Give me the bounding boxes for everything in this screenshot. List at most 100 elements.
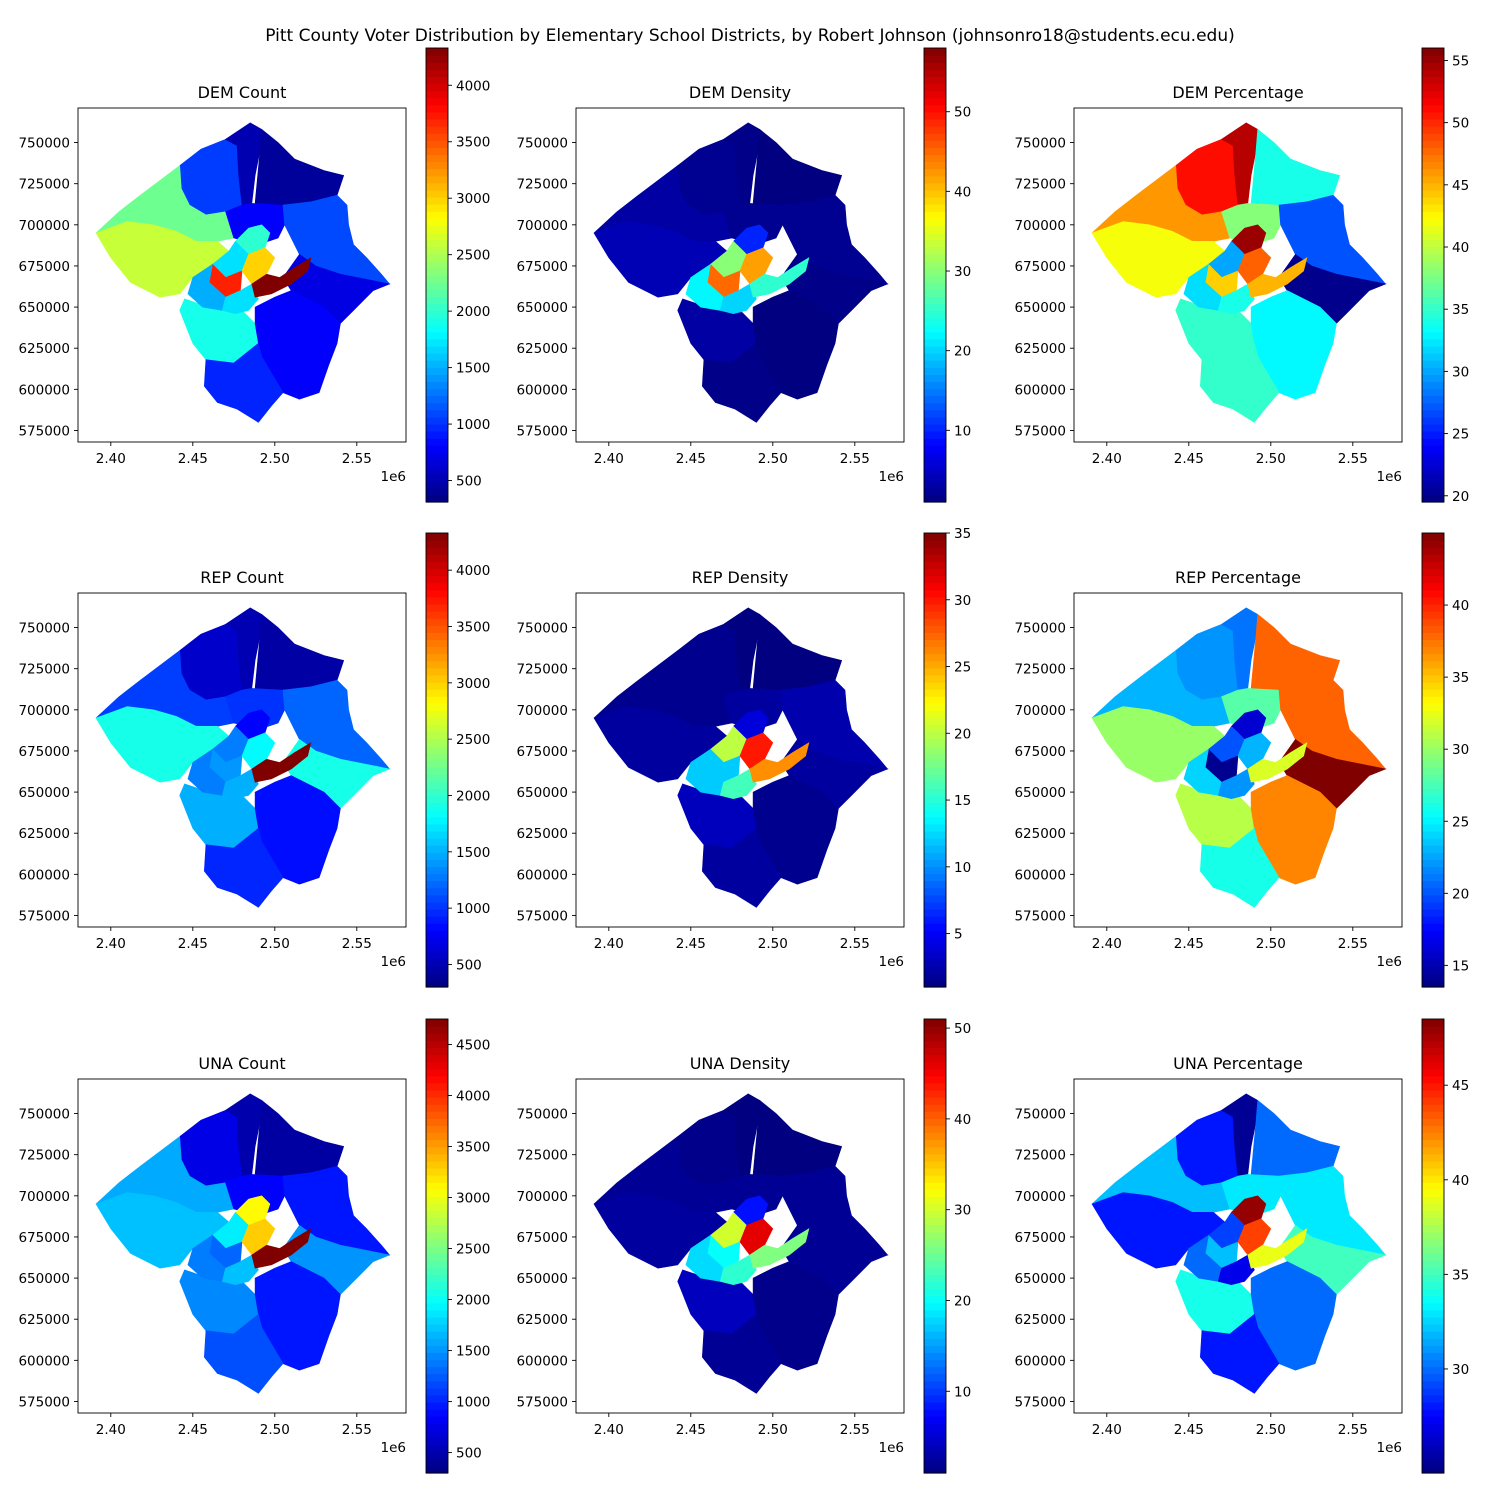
district-region bbox=[203, 827, 284, 908]
colorbar-tick-label: 3500 bbox=[456, 1140, 490, 1156]
y-tick-label: 750000 bbox=[18, 136, 70, 152]
colorbar-swatch bbox=[1422, 674, 1444, 683]
colorbar-swatch bbox=[924, 589, 946, 598]
x-tick-label: 2.45 bbox=[178, 451, 208, 467]
colorbar-swatch bbox=[426, 575, 448, 584]
colorbar-swatch bbox=[1422, 133, 1444, 141]
district-region bbox=[780, 253, 889, 324]
colorbar-swatch bbox=[1422, 452, 1444, 461]
colorbar-swatch bbox=[1422, 1033, 1444, 1041]
panel-title: UNA Count bbox=[198, 1054, 285, 1073]
colorbar-swatch bbox=[1422, 930, 1444, 938]
colorbar-swatch bbox=[426, 1217, 448, 1226]
colorbar-swatch bbox=[426, 1054, 448, 1063]
colorbar-swatch bbox=[426, 416, 448, 425]
axes-frame bbox=[575, 107, 905, 443]
colorbar-swatch bbox=[426, 1210, 448, 1219]
axes-frame bbox=[575, 1078, 905, 1414]
y-tick-label: 650000 bbox=[516, 785, 568, 801]
colorbar-swatch bbox=[1422, 1068, 1444, 1077]
y-tick-label: 650000 bbox=[1014, 1271, 1066, 1287]
colorbar-swatch bbox=[426, 445, 448, 453]
colorbar-swatch bbox=[426, 1082, 448, 1091]
colorbar-swatch bbox=[924, 596, 946, 605]
colorbar-swatch bbox=[1422, 282, 1444, 290]
colorbar-swatch bbox=[1422, 345, 1444, 354]
colorbar-tick-label: 3000 bbox=[456, 1191, 490, 1207]
colorbar-swatch bbox=[1422, 1061, 1444, 1070]
y-tick-label: 650000 bbox=[1014, 300, 1066, 316]
colorbar-tick-label: 3000 bbox=[456, 191, 490, 207]
colorbar-swatch bbox=[426, 816, 448, 825]
colorbar-swatch bbox=[1422, 1451, 1444, 1460]
x-tick-label: 2.45 bbox=[676, 1422, 706, 1438]
colorbar-swatch bbox=[924, 1253, 946, 1261]
colorbar-swatch bbox=[1422, 1224, 1444, 1233]
colorbar-swatch bbox=[924, 1089, 946, 1098]
colorbar-swatch bbox=[426, 681, 448, 690]
colorbar-swatch bbox=[426, 1352, 448, 1361]
y-tick-label: 575000 bbox=[1014, 423, 1066, 439]
colorbar-swatch bbox=[924, 1288, 946, 1297]
x-tick-label: 2.55 bbox=[840, 1422, 870, 1438]
colorbar-swatch bbox=[924, 473, 946, 482]
x-tick-label: 2.50 bbox=[260, 936, 290, 952]
colorbar-tick-label: 2000 bbox=[456, 304, 490, 320]
colorbar-swatch bbox=[1422, 760, 1444, 768]
y-tick-label: 625000 bbox=[1014, 1312, 1066, 1328]
colorbar-swatch bbox=[426, 1153, 448, 1162]
colorbar-swatch bbox=[924, 487, 946, 496]
district-region bbox=[752, 128, 843, 206]
colorbar-swatch bbox=[426, 275, 448, 283]
colorbar-swatch bbox=[426, 374, 448, 382]
colorbar-swatch bbox=[426, 944, 448, 953]
colorbar-swatch bbox=[426, 852, 448, 860]
colorbar-swatch bbox=[1422, 639, 1444, 648]
colorbar-swatch bbox=[426, 296, 448, 304]
colorbar-swatch bbox=[426, 338, 448, 347]
colorbar-swatch bbox=[924, 1394, 946, 1403]
colorbar-swatch bbox=[924, 873, 946, 882]
colorbar-swatch bbox=[924, 830, 946, 839]
colorbar-swatch bbox=[426, 646, 448, 655]
y-tick-label: 575000 bbox=[18, 423, 70, 439]
colorbar-swatch bbox=[1422, 1040, 1444, 1048]
map-panel: DEM Percentage 575000 600000 625000 650000 67… bbox=[1014, 47, 1469, 505]
colorbar-swatch bbox=[426, 1175, 448, 1183]
colorbar-tick-label: 30 bbox=[1452, 364, 1469, 380]
colorbar-swatch bbox=[426, 62, 448, 70]
colorbar-swatch bbox=[924, 409, 946, 418]
y-tick-label: 675000 bbox=[1014, 744, 1066, 760]
x-tick-label: 2.40 bbox=[1092, 1422, 1122, 1438]
colorbar-swatch bbox=[1422, 1359, 1444, 1368]
colorbar-swatch bbox=[426, 859, 448, 867]
colorbar-swatch bbox=[924, 1380, 946, 1389]
colorbar-swatch bbox=[426, 1061, 448, 1070]
colorbar-swatch bbox=[924, 1160, 946, 1169]
colorbar-swatch bbox=[1422, 1153, 1444, 1162]
colorbar-swatch bbox=[1422, 374, 1444, 382]
y-tick-label: 750000 bbox=[18, 621, 70, 637]
colorbar-swatch bbox=[1422, 154, 1444, 163]
colorbar-frame bbox=[1421, 532, 1445, 988]
colorbar-swatch bbox=[1422, 1465, 1444, 1474]
colorbar-swatch bbox=[426, 724, 448, 733]
colorbar-swatch bbox=[426, 1104, 448, 1112]
x-tick-label: 2.45 bbox=[676, 936, 706, 952]
colorbar-swatch bbox=[426, 554, 448, 562]
colorbar-swatch bbox=[924, 1409, 946, 1417]
colorbar-tick-label: 30 bbox=[954, 593, 971, 609]
colorbar-swatch bbox=[1422, 1047, 1444, 1056]
colorbar-swatch bbox=[426, 1033, 448, 1041]
colorbar-swatch bbox=[1422, 1380, 1444, 1389]
colorbar-swatch bbox=[426, 1380, 448, 1389]
colorbar-swatch bbox=[1422, 1345, 1444, 1353]
colorbar-swatch bbox=[1422, 402, 1444, 411]
district-region bbox=[1199, 827, 1280, 908]
colorbar-swatch bbox=[1422, 48, 1444, 56]
colorbar-swatch bbox=[1422, 1125, 1444, 1134]
colorbar-swatch bbox=[924, 1246, 946, 1254]
colorbar-swatch bbox=[924, 317, 946, 326]
colorbar-tick-label: 30 bbox=[954, 264, 971, 280]
